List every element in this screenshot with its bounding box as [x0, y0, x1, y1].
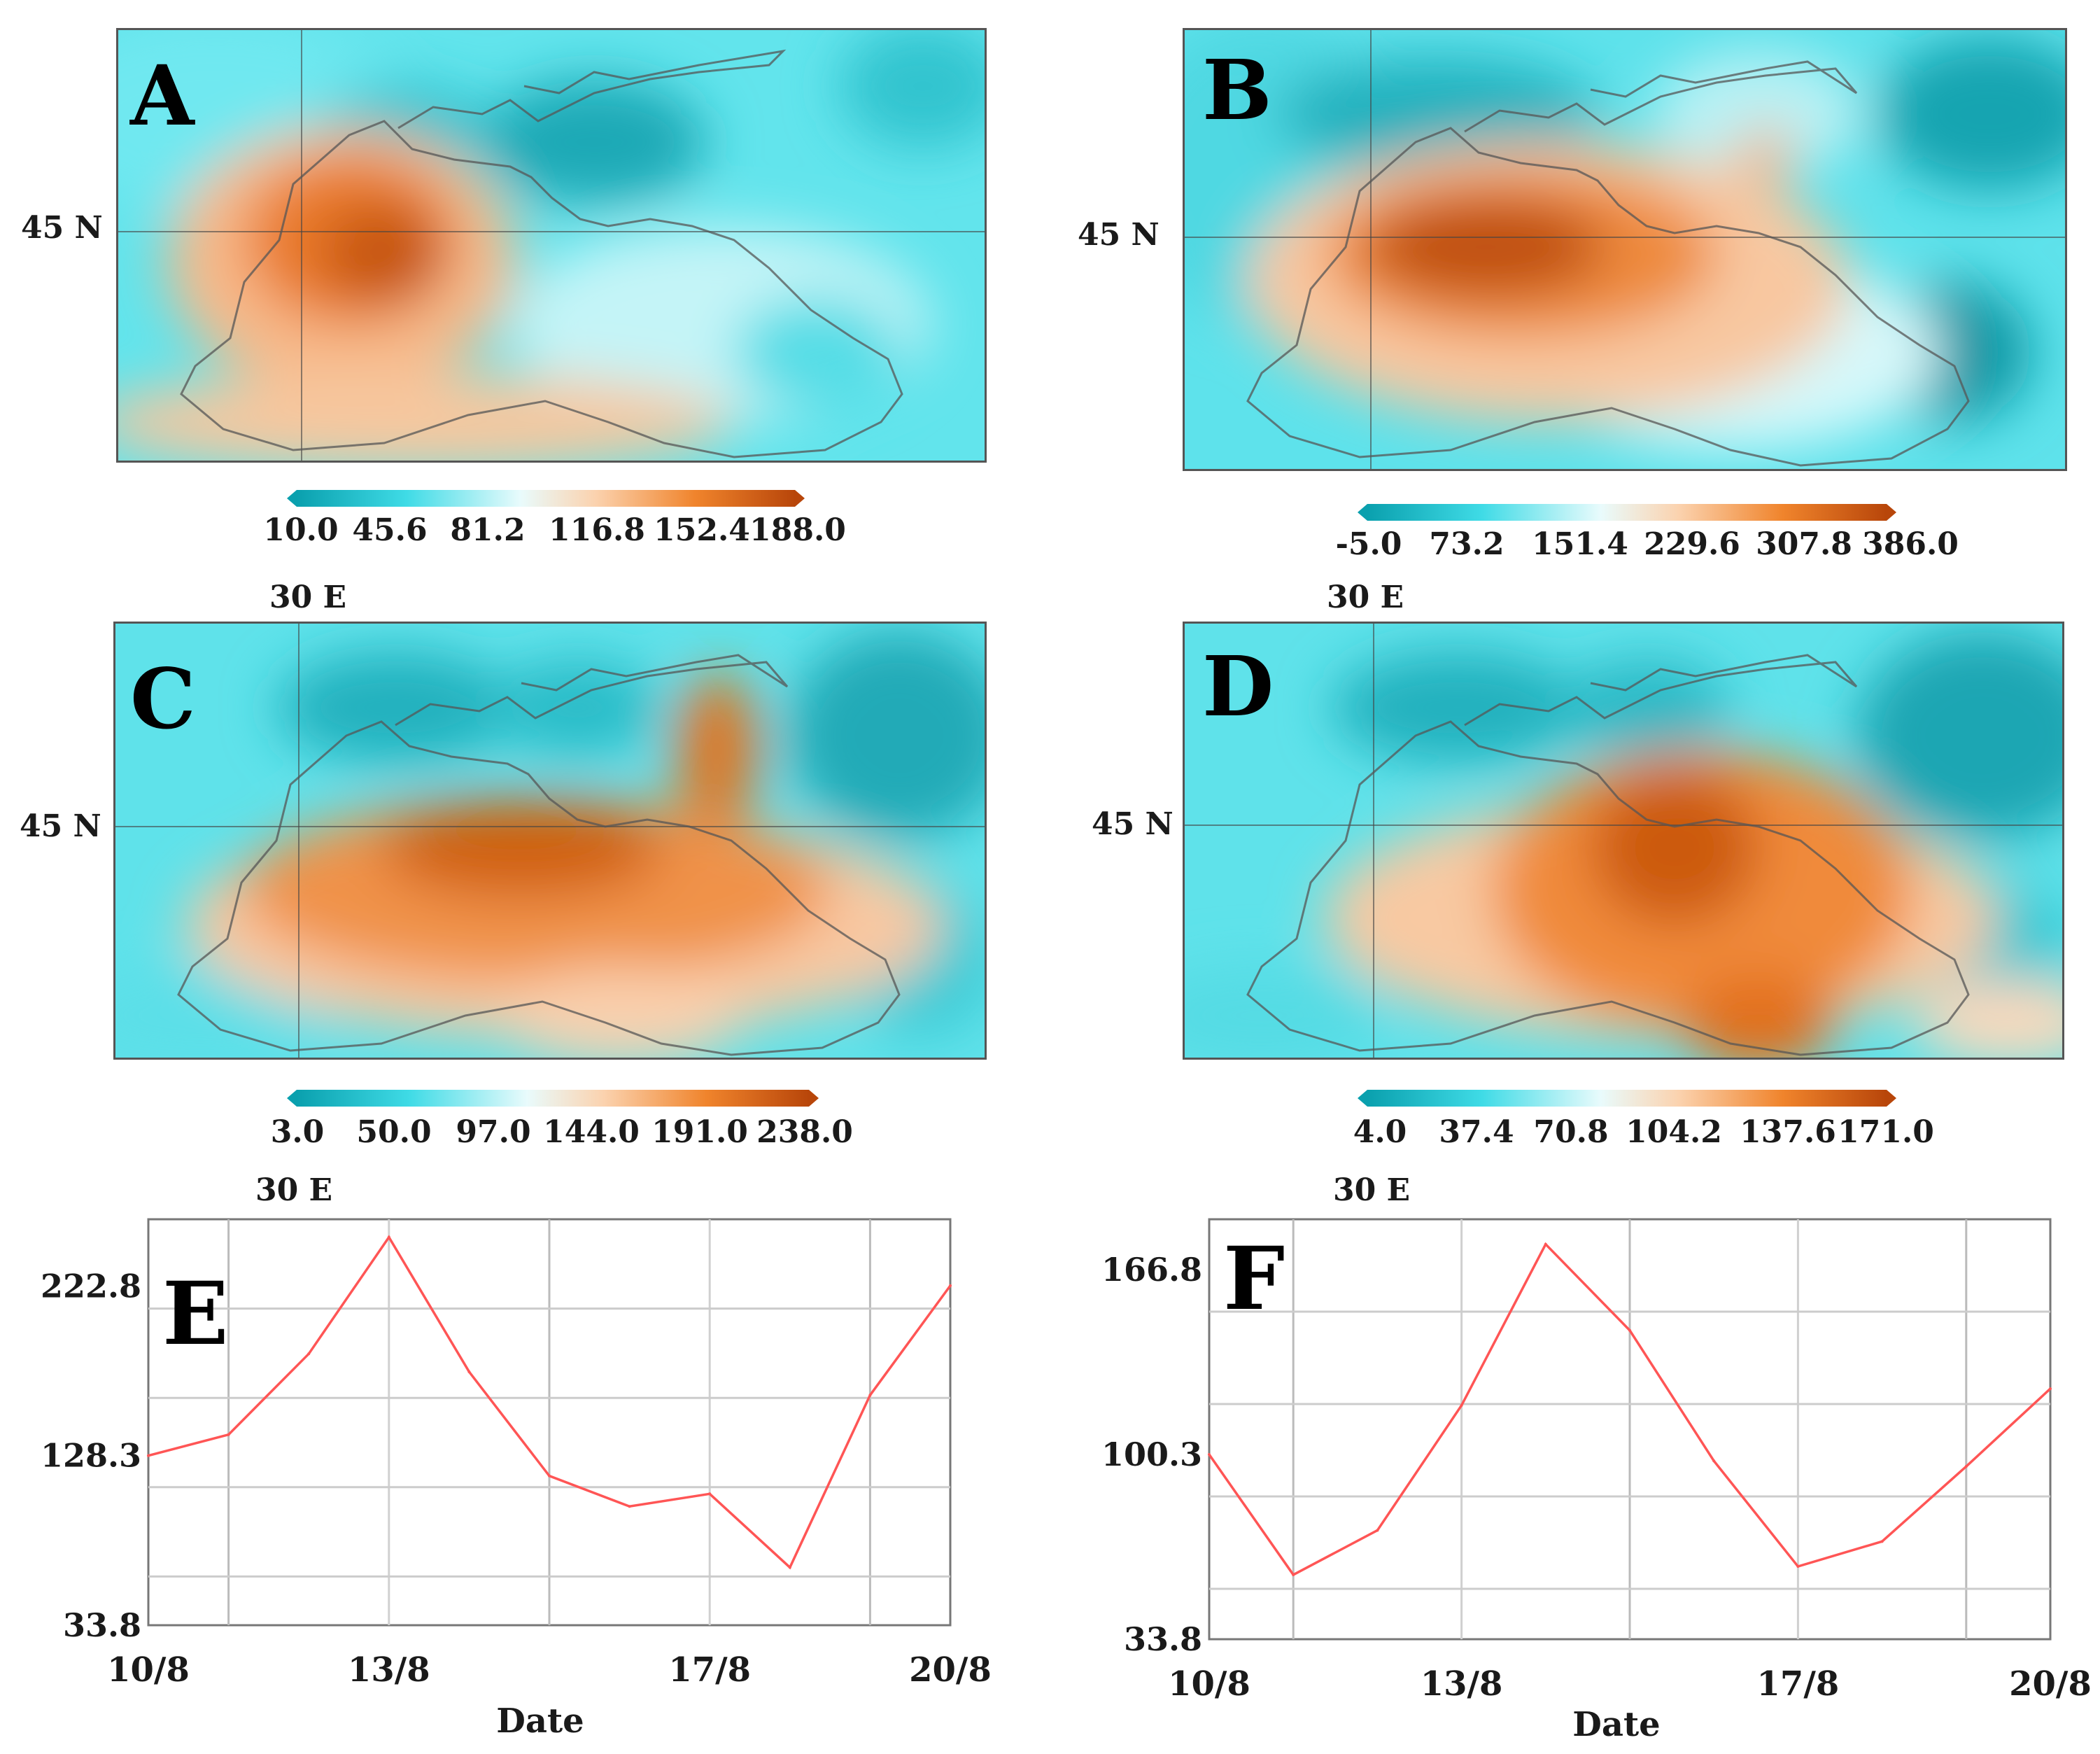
colorbar-a-tick-3: 116.8 — [549, 512, 645, 548]
colorbar-b-tick-3: 229.6 — [1644, 526, 1740, 562]
colorbar-b-tick-2: 151.4 — [1532, 526, 1628, 562]
line-chart-f: 33.8 100.3 166.8 10/8 13/8 17/8 20/8 Date F — [1050, 1204, 2100, 1751]
colorbar-a-tick-4: 152.4 — [654, 512, 750, 548]
colorbar-d-tick-0: 4.0 — [1353, 1114, 1407, 1150]
chart-e-point — [227, 1433, 230, 1436]
colorbar-a-tick-5: 188.0 — [749, 512, 846, 548]
colorbar-b — [1358, 503, 1896, 522]
lon-label-d: 30 E — [1333, 1172, 1411, 1208]
colorbar-d-tick-4: 137.6 — [1740, 1114, 1836, 1150]
chart-f-point — [1544, 1242, 1547, 1246]
colorbar-c-tick-2: 97.0 — [456, 1114, 531, 1150]
chart-e-point — [628, 1505, 631, 1508]
chart-e-point — [387, 1235, 390, 1239]
chart-f-xtick-label: 10/8 — [1168, 1664, 1250, 1704]
colorbar-b-tick-4: 307.8 — [1756, 526, 1852, 562]
chart-f-point — [1292, 1573, 1295, 1576]
chart-e-xtick-label: 13/8 — [348, 1650, 430, 1690]
chart-f-point — [1880, 1540, 1884, 1543]
chart-e-point — [307, 1352, 311, 1356]
lat-label-b: 45 N — [1078, 217, 1160, 253]
colorbar-a-tick-0: 10.0 — [263, 512, 339, 548]
chart-f-point — [2049, 1387, 2052, 1391]
map-a-field — [118, 30, 985, 461]
panel-letter-b: B — [1202, 41, 1272, 139]
colorbar-c-tick-1: 50.0 — [356, 1114, 432, 1150]
chart-f-ytick-label: 100.3 — [1101, 1436, 1202, 1473]
colorbar-d-tick-3: 104.2 — [1626, 1114, 1722, 1150]
chart-e-point — [868, 1394, 872, 1397]
lat-label-d: 45 N — [1092, 806, 1174, 842]
colorbar-b-tick-5: 386.0 — [1862, 526, 1959, 562]
map-panel-b — [1183, 28, 2067, 471]
panel-letter-c: C — [130, 650, 196, 748]
chart-e-xtick-label: 20/8 — [909, 1650, 992, 1690]
chart-e-panel-letter: E — [162, 1263, 229, 1365]
colorbar-a — [287, 489, 805, 508]
chart-f-panel-letter: F — [1223, 1228, 1285, 1330]
map-d-overlay — [1185, 624, 2062, 1058]
chart-f-point — [1712, 1459, 1716, 1463]
chart-e-point — [708, 1492, 712, 1496]
colorbar-c-tick-3: 144.0 — [543, 1114, 640, 1150]
chart-f-point — [1460, 1403, 1463, 1407]
chart-f-point — [1964, 1465, 1968, 1468]
colorbar-d — [1358, 1088, 1896, 1108]
chart-e-ytick-label: 128.3 — [41, 1437, 141, 1475]
map-panel-d — [1183, 622, 2064, 1060]
lat-label-a: 45 N — [21, 210, 103, 246]
chart-f-point — [1796, 1565, 1800, 1569]
map-b-field — [1185, 30, 2065, 469]
colorbar-d-tick-2: 70.8 — [1533, 1114, 1609, 1150]
lon-label-a: 30 E — [269, 580, 347, 615]
chart-f-xtick-label: 13/8 — [1421, 1664, 1503, 1704]
chart-e-ytick-label: 33.8 — [63, 1606, 141, 1644]
panel-letter-a: A — [130, 47, 195, 144]
lat-label-c: 45 N — [20, 808, 101, 844]
chart-f-point — [1208, 1453, 1211, 1457]
map-c-field — [115, 624, 985, 1058]
lon-label-b: 30 E — [1327, 580, 1404, 615]
chart-f-ytick-label: 166.8 — [1101, 1251, 1202, 1289]
colorbar-c-tick-4: 191.0 — [651, 1114, 748, 1150]
colorbar-d-tick-1: 37.4 — [1439, 1114, 1514, 1150]
colorbar-b-tick-1: 73.2 — [1429, 526, 1504, 562]
colorbar-b-tick-0: -5.0 — [1335, 526, 1402, 562]
chart-e-ytick-label: 222.8 — [41, 1267, 141, 1305]
panel-letter-d: D — [1202, 638, 1274, 735]
colorbar-c-tick-5: 238.0 — [756, 1114, 853, 1150]
map-c-overlay — [115, 624, 985, 1058]
chart-e-xtick-label: 10/8 — [107, 1650, 190, 1690]
colorbar-d-tick-5: 171.0 — [1838, 1114, 1934, 1150]
map-panel-c — [113, 622, 987, 1060]
map-d-field — [1185, 624, 2062, 1058]
colorbar-c — [287, 1088, 819, 1108]
chart-f-xtick-label: 17/8 — [1757, 1664, 1840, 1704]
chart-e-point — [949, 1284, 952, 1287]
map-b-overlay — [1185, 30, 2065, 469]
chart-f-xtick-label: 20/8 — [2009, 1664, 2092, 1704]
chart-e-point — [467, 1370, 471, 1373]
map-panel-a — [116, 28, 987, 463]
chart-f-point — [1376, 1529, 1379, 1532]
colorbar-c-tick-0: 3.0 — [270, 1114, 325, 1150]
chart-e-point — [147, 1454, 150, 1457]
chart-f-ytick-label: 33.8 — [1124, 1620, 1202, 1658]
line-chart-e: 33.8 128.3 222.8 10/8 13/8 17/8 20/8 Date E — [0, 1204, 994, 1751]
colorbar-a-tick-2: 81.2 — [450, 512, 526, 548]
lon-label-c: 30 E — [255, 1172, 333, 1208]
chart-f-point — [1628, 1328, 1631, 1332]
colorbar-a-tick-1: 45.6 — [352, 512, 428, 548]
chart-f-xaxis-title: Date — [1572, 1705, 1660, 1744]
map-a-overlay — [118, 30, 985, 461]
chart-e-point — [788, 1566, 791, 1569]
chart-e-point — [548, 1474, 551, 1478]
chart-e-xtick-label: 17/8 — [668, 1650, 751, 1690]
chart-e-xaxis-title: Date — [496, 1702, 584, 1741]
